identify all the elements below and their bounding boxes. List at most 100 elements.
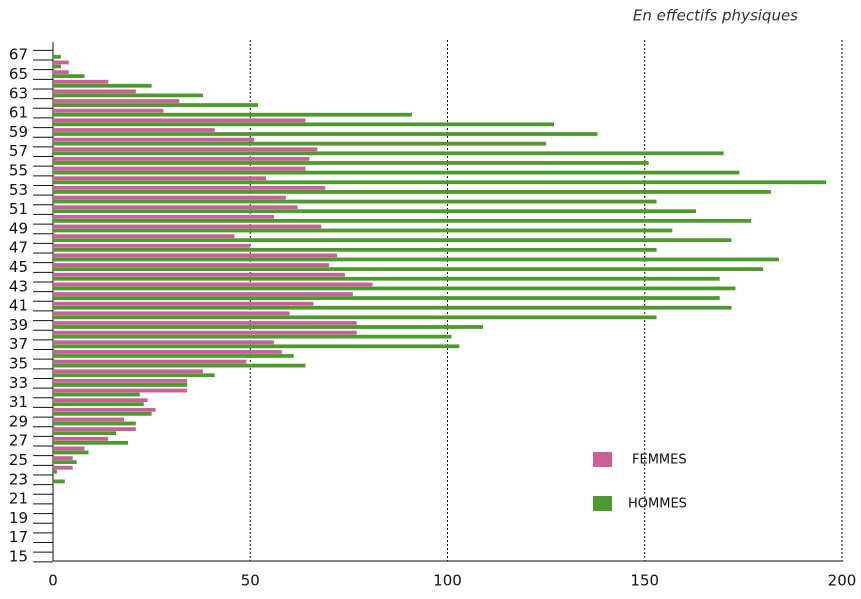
bar (53, 64, 61, 69)
bar (53, 157, 310, 161)
bar (53, 344, 460, 349)
x-tick-label: 50 (241, 572, 260, 590)
bar (53, 340, 274, 345)
y-tick-label: 51 (9, 200, 28, 218)
y-tick-label: 17 (9, 528, 28, 546)
x-tick-label: 150 (630, 572, 659, 590)
bar (53, 118, 306, 123)
bar (53, 180, 827, 185)
bar (53, 234, 235, 239)
bar (53, 272, 345, 277)
bar (53, 379, 188, 383)
y-tick-label: 29 (9, 412, 28, 430)
bar (53, 286, 736, 291)
bar (53, 292, 353, 296)
bar (53, 205, 298, 210)
bar (53, 128, 215, 132)
bar (53, 112, 412, 117)
bar (53, 296, 720, 300)
bar (53, 166, 306, 171)
legend-swatch (593, 452, 612, 467)
y-tick-label: 21 (9, 490, 28, 508)
y-tick-label: 35 (9, 355, 28, 373)
bar (53, 54, 61, 59)
bar (53, 199, 657, 204)
bar (53, 321, 357, 325)
bar (53, 334, 452, 339)
bar (53, 392, 140, 397)
bar (53, 122, 555, 127)
bar (53, 74, 85, 78)
x-tick-label: 0 (48, 572, 58, 590)
legend-swatch (593, 496, 612, 511)
bar (53, 469, 57, 474)
bar (53, 60, 69, 65)
y-tick-label: 41 (9, 297, 28, 315)
bar (53, 190, 771, 194)
y-tick-label: 49 (9, 219, 28, 237)
bar (53, 388, 188, 393)
bar (53, 228, 673, 233)
y-tick-label: 25 (9, 451, 28, 469)
y-tick-label: 47 (9, 239, 28, 257)
bar (53, 301, 314, 306)
bar (53, 311, 290, 316)
bar (53, 479, 65, 484)
bar (53, 263, 330, 267)
bar (53, 238, 732, 243)
bar (53, 218, 752, 223)
y-tick-label: 55 (9, 162, 28, 180)
y-tick-label: 57 (9, 142, 28, 160)
bar (53, 456, 73, 460)
y-tick-label: 59 (9, 123, 28, 141)
y-tick-label: 23 (9, 470, 28, 488)
bar (53, 411, 152, 416)
bar (53, 147, 318, 152)
bar (53, 417, 125, 422)
bar (53, 350, 282, 354)
bar (53, 209, 697, 214)
y-tick-label: 19 (9, 509, 28, 527)
bar (53, 243, 251, 248)
bar (53, 83, 152, 88)
y-tick-label: 15 (9, 548, 28, 566)
bar (53, 108, 164, 113)
bar (53, 282, 373, 287)
bar (53, 195, 286, 200)
y-tick-label: 31 (9, 393, 28, 411)
bar (53, 436, 109, 441)
y-tick-label: 33 (9, 374, 28, 392)
legend-label: HOMMES (628, 497, 687, 512)
bar (53, 70, 69, 74)
bar (53, 398, 148, 403)
bar (53, 440, 128, 445)
y-tick-label: 65 (9, 65, 28, 83)
bar (53, 99, 180, 103)
bar (53, 315, 657, 320)
bar (53, 170, 740, 175)
bar (53, 137, 255, 142)
y-tick-label: 37 (9, 335, 28, 353)
chart-subtitle: En effectifs physiques (633, 7, 798, 25)
bar (53, 79, 109, 84)
bar (53, 247, 657, 252)
bar (53, 176, 267, 181)
bar (53, 402, 144, 407)
x-tick-label: 100 (433, 572, 462, 590)
y-tick-label: 67 (9, 46, 28, 64)
legend-label: FEMMES (632, 453, 687, 468)
bar (53, 354, 294, 358)
bar (53, 450, 89, 455)
bar (53, 330, 357, 335)
bar (53, 359, 247, 364)
bar (53, 103, 259, 107)
bar (53, 421, 136, 426)
x-tick-label: 200 (828, 572, 857, 590)
y-tick-label: 53 (9, 181, 28, 199)
y-tick-label: 45 (9, 258, 28, 276)
bar (53, 407, 156, 412)
bar (53, 431, 117, 436)
bar (53, 446, 85, 451)
y-tick-label: 39 (9, 316, 28, 334)
